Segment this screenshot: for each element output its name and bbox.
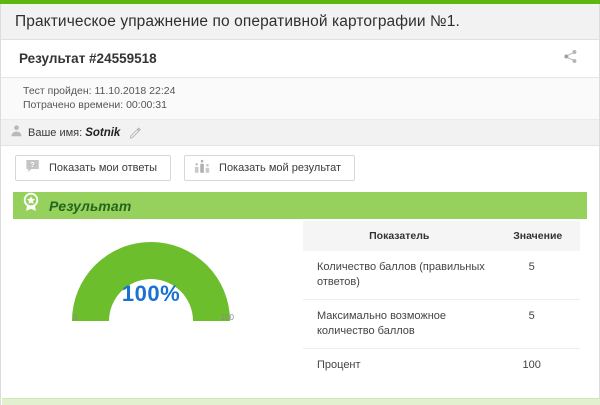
row-metric: Максимально возможное количество баллов — [303, 299, 496, 349]
result-banner: Результат — [13, 192, 587, 219]
gauge-container: 100% 0 100 — [1, 225, 301, 345]
user-name-row: Ваше имя: Sotnik — [1, 120, 599, 146]
person-icon — [10, 124, 23, 142]
page-title: Практическое упражнение по оперативной к… — [15, 12, 460, 30]
gauge-tick-min: 0 — [73, 313, 78, 322]
percentage-gauge-chart: 100% 0 100 — [56, 225, 246, 329]
column-header-value: Значение — [495, 221, 580, 251]
page-title-bar: Практическое упражнение по оперативной к… — [1, 4, 599, 40]
meta-time-line: Потрачено времени: 00:00:31 — [23, 99, 167, 111]
row-metric: Процент — [317, 359, 361, 371]
gauge-value-label: 100% — [121, 281, 181, 306]
bottom-accent-band — [2, 398, 600, 405]
table-row: Максимально возможное количество баллов … — [303, 299, 580, 349]
row-value: 100 — [522, 359, 541, 371]
result-card: Практическое упражнение по оперативной к… — [0, 4, 600, 405]
row-metric: Количество баллов (правильных ответов) — [303, 251, 496, 300]
action-button-row: ? Показать мои ответы Показать — [1, 146, 599, 191]
meta-passed-line: Тест пройден: 11.10.2018 22:24 — [23, 85, 176, 97]
show-my-result-label: Показать мой результат — [219, 162, 342, 174]
bar-chart-icon — [194, 159, 211, 177]
gauge-tick-max: 100 — [220, 313, 234, 322]
user-name-label: Ваше имя: — [28, 126, 83, 139]
column-header-metric: Показатель — [303, 221, 496, 251]
result-heading: Результат #24559518 — [19, 51, 157, 66]
test-meta-block: Тест пройден: 11.10.2018 22:24 Потрачено… — [1, 78, 599, 120]
table-header-row: Показатель Значение — [303, 221, 580, 251]
svg-text:?: ? — [30, 162, 34, 169]
user-name-value: Sotnik — [85, 126, 121, 139]
result-header: Результат #24559518 — [1, 40, 599, 78]
result-body: 100% 0 100 Показатель Значение Ко — [1, 219, 599, 382]
result-table-container: Показатель Значение Количество баллов (п… — [303, 221, 583, 382]
award-medal-icon — [21, 191, 41, 220]
top-accent-strip — [0, 0, 600, 4]
table-row: Процент 100 — [303, 349, 580, 383]
table-row: Количество баллов (правильных ответов) 5 — [303, 251, 580, 300]
show-my-answers-label: Показать мои ответы — [49, 162, 158, 174]
result-table-head: Показатель Значение — [303, 221, 580, 251]
result-banner-label: Результат — [49, 197, 132, 214]
gauge-value-arc — [72, 242, 230, 321]
row-value: 5 — [495, 251, 580, 300]
share-icon — [563, 49, 578, 69]
show-my-answers-button[interactable]: ? Показать мои ответы — [15, 155, 172, 181]
pencil-icon[interactable] — [129, 126, 142, 139]
share-button[interactable] — [557, 46, 583, 72]
result-table: Показатель Значение Количество баллов (п… — [303, 221, 580, 382]
show-my-result-button[interactable]: Показать мой результат — [184, 155, 356, 181]
result-table-body: Количество баллов (правильных ответов) 5… — [303, 251, 580, 382]
speech-bubble-question-icon: ? — [25, 159, 41, 177]
gauge-svg — [72, 242, 230, 321]
row-value: 5 — [495, 299, 580, 349]
